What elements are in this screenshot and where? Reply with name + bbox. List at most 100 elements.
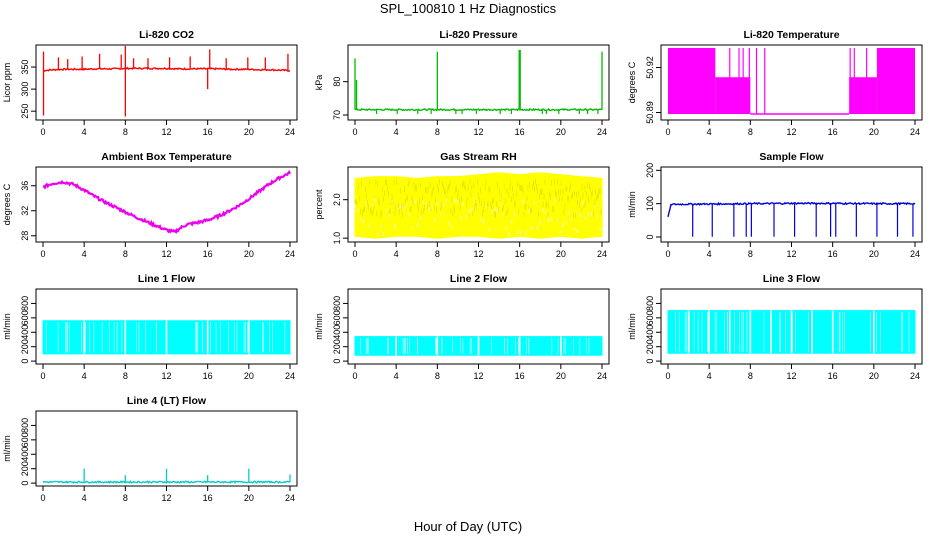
y-tick-label: 32 bbox=[20, 206, 30, 216]
x-tick-label: 12 bbox=[786, 127, 796, 137]
y-axis-label: kPa bbox=[314, 75, 324, 91]
plot-area bbox=[42, 468, 291, 484]
x-tick-label: 20 bbox=[869, 127, 879, 137]
y-axis-label: degrees C bbox=[2, 183, 12, 225]
chart-panel: Gas Stream RH percent 0 4 8 12 16 20 24 1.0 2.0 bbox=[314, 151, 610, 259]
x-tick-label: 4 bbox=[394, 127, 399, 137]
x-tick-label: 0 bbox=[665, 371, 670, 381]
x-tick-label: 16 bbox=[515, 127, 525, 137]
x-tick-label: 20 bbox=[556, 249, 566, 259]
y-tick-label: 0 bbox=[20, 359, 30, 364]
x-tick-label: 16 bbox=[203, 493, 213, 503]
x-tick-label: 20 bbox=[244, 493, 254, 503]
x-tick-label: 12 bbox=[161, 127, 171, 137]
y-tick-label: 200 bbox=[645, 339, 655, 354]
y-tick-label: 50.92 bbox=[645, 56, 655, 79]
x-tick-label: 16 bbox=[203, 127, 213, 137]
plot-frame bbox=[35, 166, 298, 243]
figure-xlabel: Hour of Day (UTC) bbox=[414, 519, 522, 534]
x-tick-label: 16 bbox=[515, 249, 525, 259]
x-tick-label: 20 bbox=[556, 371, 566, 381]
x-tick-label: 0 bbox=[352, 371, 357, 381]
x-tick-label: 4 bbox=[82, 371, 87, 381]
y-tick-label: 400 bbox=[20, 447, 30, 462]
chart-title: Line 2 Flow bbox=[450, 273, 508, 285]
x-tick-label: 8 bbox=[435, 127, 440, 137]
y-tick-label: 80 bbox=[332, 77, 342, 87]
plot-area bbox=[354, 336, 603, 356]
y-tick-label: 400 bbox=[645, 325, 655, 340]
y-tick-label: 200 bbox=[332, 339, 342, 354]
y-tick-label: 300 bbox=[20, 82, 30, 97]
chart-panel: Line 3 Flow ml/min 0 4 8 12 16 20 24 0 20040060080… bbox=[627, 273, 923, 381]
plot-area bbox=[354, 50, 603, 114]
x-tick-label: 20 bbox=[244, 127, 254, 137]
chart-panel: Line 4 (LT) Flow ml/min 0 4 8 12 16 20 24 0 200400… bbox=[2, 395, 298, 503]
y-tick-label: 0 bbox=[645, 359, 655, 364]
figure-title: SPL_100810 1 Hz Diagnostics bbox=[380, 1, 557, 16]
x-tick-label: 8 bbox=[748, 249, 753, 259]
chart-panel: Line 1 Flow ml/min 0 4 8 12 16 20 24 0 20040060080… bbox=[2, 273, 298, 381]
x-tick-label: 8 bbox=[435, 249, 440, 259]
series-line bbox=[667, 201, 916, 218]
x-tick-label: 4 bbox=[707, 249, 712, 259]
series-line bbox=[42, 66, 291, 72]
y-axis-label: ml/min bbox=[2, 435, 12, 462]
x-tick-label: 4 bbox=[82, 127, 87, 137]
y-tick-label: 70 bbox=[332, 110, 342, 120]
x-tick-label: 20 bbox=[556, 127, 566, 137]
chart-panel: Line 2 Flow ml/min 0 4 8 12 16 20 24 0 20040060080… bbox=[314, 273, 610, 381]
y-tick-label: 350 bbox=[20, 60, 30, 75]
x-tick-label: 16 bbox=[828, 371, 838, 381]
y-tick-label: 400 bbox=[332, 325, 342, 340]
chart-title: Li-820 Pressure bbox=[439, 29, 517, 41]
x-tick-label: 24 bbox=[910, 249, 920, 259]
y-tick-label: 200 bbox=[20, 461, 30, 476]
x-tick-label: 4 bbox=[82, 249, 87, 259]
x-tick-label: 12 bbox=[161, 371, 171, 381]
x-tick-label: 0 bbox=[40, 127, 45, 137]
chart-title: Line 1 Flow bbox=[138, 273, 196, 285]
plot-area bbox=[667, 310, 916, 354]
chart-panel: Li-820 Pressure kPa 0 4 8 12 16 20 24 70 80 bbox=[314, 29, 610, 137]
x-tick-label: 24 bbox=[597, 371, 607, 381]
x-tick-label: 4 bbox=[82, 493, 87, 503]
chart-panel: Sample Flow ml/min 0 4 8 12 16 20 24 0 100 200 bbox=[627, 151, 923, 259]
chart-title: Sample Flow bbox=[759, 151, 824, 163]
y-tick-label: 400 bbox=[20, 325, 30, 340]
x-tick-label: 12 bbox=[786, 249, 796, 259]
x-tick-label: 0 bbox=[352, 127, 357, 137]
x-tick-label: 12 bbox=[473, 249, 483, 259]
y-axis-label: ml/min bbox=[2, 313, 12, 340]
chart-title: Gas Stream RH bbox=[440, 151, 516, 163]
x-tick-label: 12 bbox=[473, 371, 483, 381]
plot-area bbox=[42, 169, 291, 234]
y-tick-label: 600 bbox=[20, 310, 30, 325]
y-tick-label: 0 bbox=[645, 234, 655, 239]
series-band bbox=[668, 48, 716, 114]
y-tick-label: 200 bbox=[20, 339, 30, 354]
x-tick-label: 24 bbox=[910, 127, 920, 137]
x-tick-label: 24 bbox=[597, 127, 607, 137]
x-tick-label: 12 bbox=[161, 249, 171, 259]
y-axis-label: Licor ppm bbox=[2, 63, 12, 103]
series-line bbox=[42, 169, 291, 234]
x-tick-label: 8 bbox=[123, 493, 128, 503]
chart-title: Line 4 (LT) Flow bbox=[127, 395, 207, 407]
y-axis-label: degrees C bbox=[627, 61, 637, 103]
x-tick-label: 0 bbox=[40, 371, 45, 381]
series-band bbox=[715, 77, 751, 114]
x-tick-label: 16 bbox=[515, 371, 525, 381]
x-tick-label: 24 bbox=[285, 493, 295, 503]
x-tick-label: 12 bbox=[161, 493, 171, 503]
x-tick-label: 20 bbox=[244, 371, 254, 381]
y-axis-label: ml/min bbox=[627, 191, 637, 218]
x-tick-label: 8 bbox=[748, 127, 753, 137]
x-tick-label: 0 bbox=[665, 127, 670, 137]
x-tick-label: 16 bbox=[828, 127, 838, 137]
y-tick-label: 800 bbox=[332, 296, 342, 311]
series-band bbox=[876, 48, 915, 114]
y-tick-label: 2.0 bbox=[332, 193, 342, 206]
x-tick-label: 20 bbox=[244, 249, 254, 259]
